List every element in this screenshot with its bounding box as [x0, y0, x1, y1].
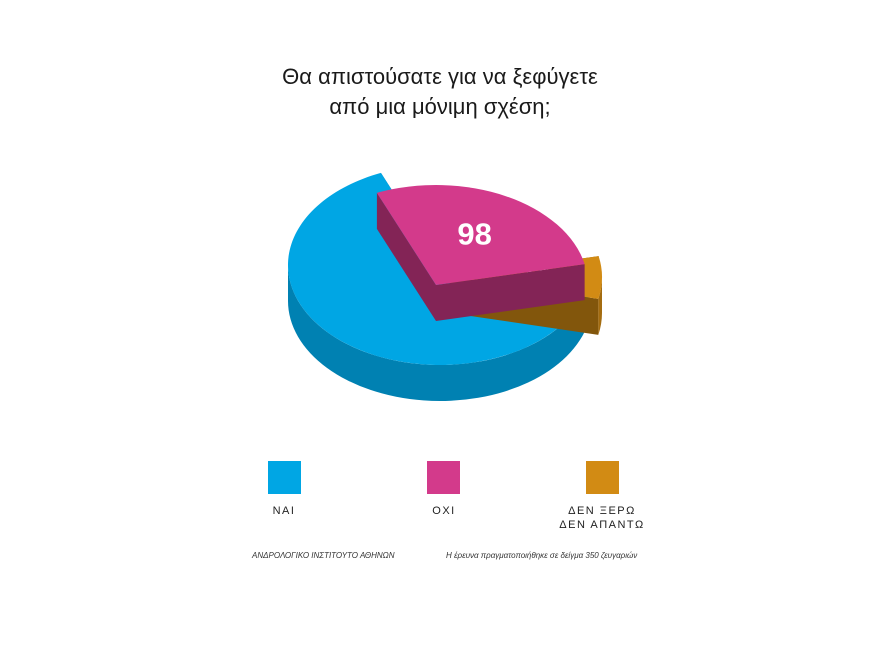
pie-slice-1: 98 — [376, 185, 585, 321]
legend-label-nai: ΝΑΙ — [234, 504, 334, 518]
chart-title-line-1: Θα απιστούσατε για να ξεφύγετε — [282, 64, 598, 89]
legend-label-den-xero: ΔΕΝ ΞΕΡΩ ΔΕΝ ΑΠΑΝΤΩ — [542, 504, 662, 532]
legend-label-oxi-line-1: ΟΧΙ — [432, 505, 456, 517]
legend-label-nai-line-1: ΝΑΙ — [272, 505, 296, 517]
pie-slice-1-wall-0 — [376, 192, 436, 321]
pie-slice-2-rim-0 — [598, 277, 602, 335]
pie-slice-0-rim-0 — [288, 265, 589, 401]
pie-slice-1-top — [376, 185, 585, 285]
chart-title-line-2: από μια μόνιμη σχέση; — [329, 94, 551, 119]
data-label-1: 98 — [457, 216, 491, 251]
legend-swatch-den-xero — [586, 461, 619, 494]
chart-title: Θα απιστούσατε για να ξεφύγετε από μια μ… — [0, 62, 880, 122]
footer-note: Η έρευνα πραγματοποιήθηκε σε δείγμα 350 … — [446, 551, 638, 560]
legend-label-oxi: ΟΧΙ — [394, 504, 494, 518]
legend-label-den-xero-line-1: ΔΕΝ ΞΕΡΩ — [568, 505, 636, 517]
legend-label-den-xero-line-2: ΔΕΝ ΑΠΑΝΤΩ — [559, 519, 645, 531]
pie-slice-1-wall-1 — [436, 264, 585, 321]
footer-source: ΑΝΔΡΟΛΟΓΙΚΟ ΙΝΣΤΙΤΟΥΤΟ ΑΘΗΝΩΝ — [252, 551, 395, 560]
legend-swatch-nai — [268, 461, 301, 494]
legend-swatch-oxi — [427, 461, 460, 494]
